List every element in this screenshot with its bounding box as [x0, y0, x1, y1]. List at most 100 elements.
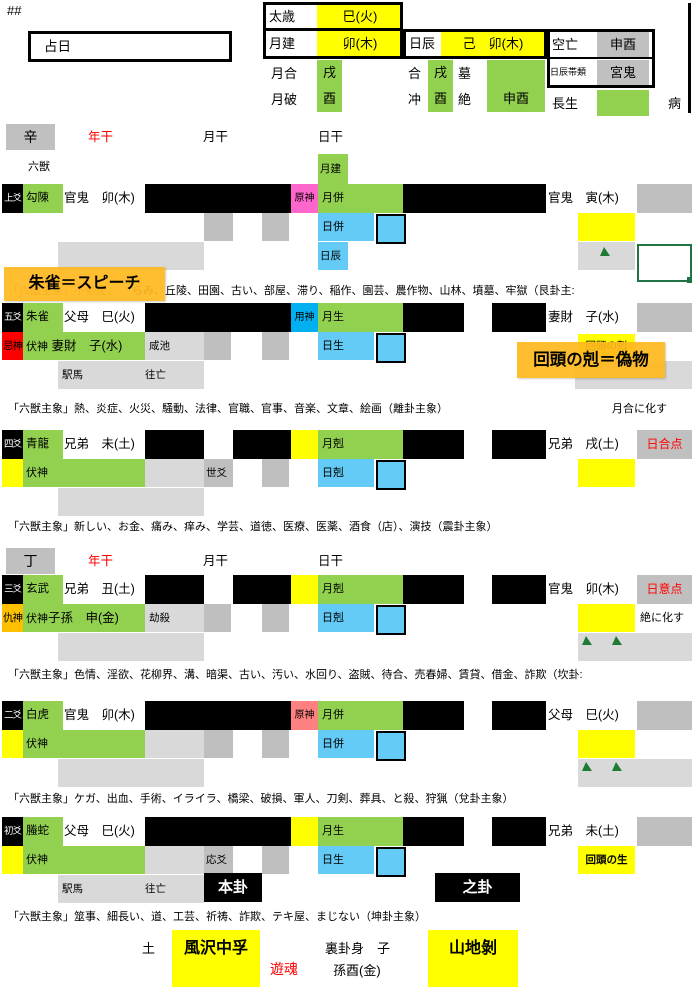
right-cell-5[interactable] [637, 303, 692, 332]
gray-cell-comment-6[interactable] [578, 242, 635, 270]
zetsu-value-cell[interactable]: 申酉 [487, 86, 545, 112]
yellow-cell-2R[interactable] [578, 730, 635, 758]
suzaku-note-overlay[interactable]: 朱雀＝スピーチ [4, 267, 165, 301]
gray-cell[interactable] [262, 332, 289, 360]
day-marker-square-2[interactable] [376, 731, 406, 761]
month-relation-3[interactable]: 月剋 [318, 575, 403, 604]
go-value-cell[interactable]: 戌 [428, 60, 453, 86]
day-relation-3[interactable]: 日剋 [318, 604, 374, 632]
gray-band-6[interactable] [58, 242, 204, 270]
shika-label-cell[interactable]: 之卦 [435, 873, 520, 902]
tairui-value-cell[interactable] [597, 60, 649, 85]
marker-yojin-5[interactable]: 用神 [291, 303, 318, 332]
nisshin-value-cell[interactable] [441, 31, 545, 57]
yao-label-3[interactable]: 三爻 [2, 575, 23, 604]
beast-cell-3[interactable]: 玄武 [23, 575, 63, 604]
seko-cell[interactable]: 世爻 [204, 459, 233, 487]
gray-cell[interactable] [204, 730, 233, 758]
kanchi-cell[interactable]: 咸池 [145, 332, 204, 360]
beast-cell-5[interactable]: 朱雀 [23, 303, 63, 332]
gousatsu-cell[interactable]: 劫殺 [145, 604, 204, 632]
day-relation-4[interactable]: 日剋 [318, 459, 374, 487]
yao-label-4[interactable]: 四爻 [2, 430, 23, 459]
gray-cell[interactable] [262, 604, 289, 632]
fukujin-cell-3[interactable]: 伏神子孫 申(金) [23, 604, 145, 632]
geppa-value-cell[interactable]: 酉 [317, 86, 342, 112]
day-relation-6[interactable]: 日併 [318, 213, 374, 241]
day-relation-5[interactable]: 日生 [318, 332, 374, 360]
day-marker-square-1[interactable] [376, 847, 406, 877]
relation-right-6[interactable]: 官鬼 寅(木) [548, 191, 619, 205]
sendate-box[interactable]: 占日 [28, 31, 232, 62]
relation-left-3[interactable]: 兄弟 丑(土) [64, 582, 135, 596]
chu-value-cell[interactable]: 酉 [428, 86, 453, 112]
gray-cell[interactable] [204, 332, 231, 360]
day-marker-square-6[interactable] [376, 214, 406, 244]
yellow-cell-2L[interactable] [2, 730, 23, 758]
gray-cell[interactable] [262, 730, 289, 758]
relation-left-6[interactable]: 官鬼 卯(木) [64, 191, 135, 205]
gray-band-2[interactable] [58, 759, 204, 787]
gray-cell[interactable] [262, 213, 289, 241]
beast-cell-4[interactable]: 青龍 [23, 430, 63, 459]
year-stem-cell-2[interactable]: 丁 [6, 548, 55, 574]
right-cell-6[interactable] [637, 184, 692, 213]
gray-cell[interactable] [145, 730, 204, 758]
gray-band-5[interactable]: 駅馬 往亡 [58, 361, 204, 389]
year-stem-cell-1[interactable]: 辛 [6, 124, 55, 150]
gray-cell[interactable] [145, 459, 204, 487]
gray-band-1[interactable]: 駅馬 往亡 [58, 875, 204, 903]
relation-left-5[interactable]: 父母 巳(火) [64, 310, 135, 324]
nichiiten-cell[interactable]: 日意点 [637, 575, 692, 604]
shika-name-cell[interactable]: 山地剝 [428, 930, 518, 987]
beast-cell-2[interactable]: 白虎 [23, 701, 63, 730]
beast-cell-6[interactable]: 勾陳 [23, 184, 63, 213]
day-marker-square-4[interactable] [376, 460, 406, 490]
relation-left-1[interactable]: 父母 巳(火) [64, 824, 135, 838]
month-relation-5[interactable]: 月生 [318, 303, 403, 332]
gray-band-4[interactable] [58, 488, 204, 516]
yellow-cell-6[interactable] [578, 213, 635, 241]
gray-band-3[interactable] [58, 633, 204, 661]
relation-right-3[interactable]: 官鬼 卯(木) [548, 582, 619, 596]
month-relation-2[interactable]: 月併 [318, 701, 403, 730]
nichigoten-cell[interactable]: 日合点 [637, 430, 692, 459]
day-marker-square-3[interactable] [376, 605, 406, 635]
marker-cell-4[interactable] [291, 430, 318, 459]
getsuken-marker-cell[interactable]: 月建 [318, 154, 348, 184]
nisshin-marker-cell[interactable]: 日辰 [318, 242, 348, 270]
yellow-cell-1L[interactable] [2, 846, 23, 874]
relation-right-5[interactable]: 妻財 子(水) [548, 310, 619, 324]
yellow-cell-4R[interactable] [578, 459, 635, 487]
relation-right-1[interactable]: 兄弟 未(土) [548, 824, 619, 838]
yao-label-5[interactable]: 五爻 [2, 303, 23, 332]
getsuken-value-cell[interactable] [317, 31, 403, 57]
fukujin-cell-1[interactable]: 伏神 [23, 846, 145, 874]
marker-cell-3[interactable] [291, 575, 318, 604]
gray-cell[interactable] [204, 604, 231, 632]
kaito-koku-note-overlay[interactable]: 回頭の剋＝偽物 [517, 342, 665, 378]
kaito-sei-cell[interactable]: 回頭の生 [578, 846, 635, 874]
taisai-value-cell[interactable] [317, 4, 403, 30]
gray-cell[interactable] [262, 459, 289, 487]
bo-value-cell[interactable] [487, 60, 545, 86]
marker-genshin-2[interactable]: 原神 [291, 701, 318, 730]
yellow-cell-3R[interactable] [578, 604, 635, 632]
day-relation-1[interactable]: 日生 [318, 846, 374, 874]
gray-cell[interactable] [145, 846, 204, 874]
relation-right-4[interactable]: 兄弟 戌(土) [548, 437, 619, 451]
yao-label-1[interactable]: 初爻 [2, 817, 23, 846]
marker-genshin-6[interactable]: 原神 [291, 184, 318, 213]
selection-handle[interactable] [687, 277, 692, 283]
kijin-cell[interactable]: 忌神 [2, 332, 23, 360]
yellow-cell-4L[interactable] [2, 459, 23, 487]
month-relation-4[interactable]: 月剋 [318, 430, 403, 459]
chosei-value-cell[interactable] [597, 90, 649, 116]
yao-label-2[interactable]: 二爻 [2, 701, 23, 730]
relation-left-2[interactable]: 官鬼 卯(木) [64, 708, 135, 722]
gray-cell-comment-2[interactable] [578, 759, 692, 787]
right-cell-2[interactable] [637, 701, 692, 730]
relation-right-2[interactable]: 父母 巳(火) [548, 708, 619, 722]
oko-cell[interactable]: 応爻 [204, 846, 233, 874]
beast-cell-1[interactable]: 螣蛇 [23, 817, 63, 846]
